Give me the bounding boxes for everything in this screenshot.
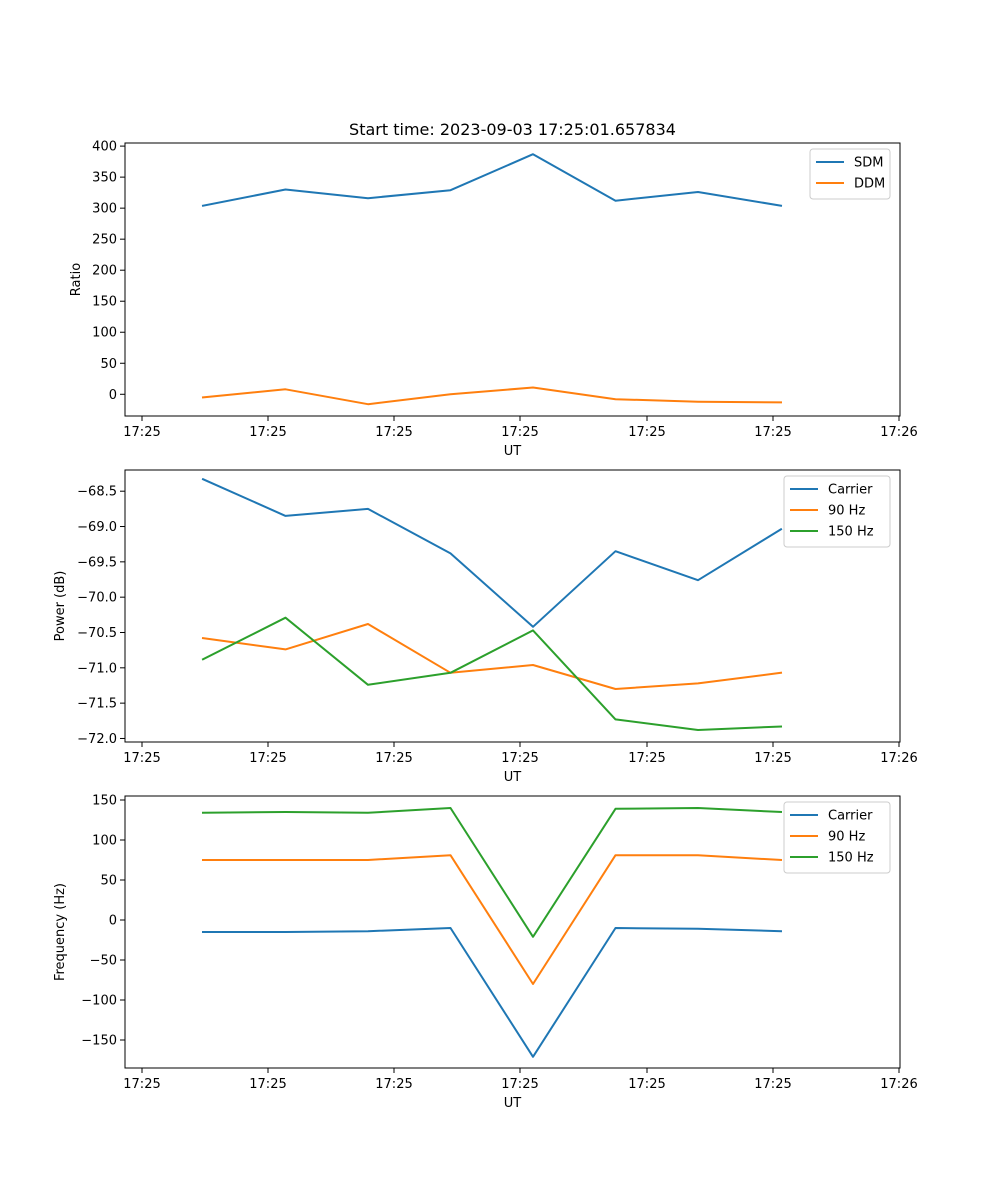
x-tick-label: 17:25 bbox=[501, 1077, 538, 1092]
legend: Carrier 90 Hz 150 Hz bbox=[783, 801, 891, 874]
y-tick-label: −150 bbox=[81, 1034, 117, 1049]
series-line-90-hz bbox=[201, 623, 783, 690]
legend-entry: 90 Hz bbox=[828, 830, 865, 845]
x-axis-label: UT bbox=[504, 770, 522, 785]
y-tick-label: 100 bbox=[92, 834, 117, 849]
x-tick-label: 17:25 bbox=[375, 751, 412, 766]
y-tick-label: 400 bbox=[92, 140, 117, 155]
y-tick-label: 100 bbox=[92, 326, 117, 341]
y-tick-label: −50 bbox=[90, 954, 117, 969]
y-tick-label: −72.0 bbox=[77, 732, 117, 747]
y-tick-label: 350 bbox=[92, 171, 117, 186]
x-tick-label: 17:25 bbox=[754, 1077, 791, 1092]
x-tick-label: 17:26 bbox=[880, 751, 917, 766]
y-tick-label: −69.0 bbox=[77, 520, 117, 535]
legend: Carrier 90 Hz 150 Hz bbox=[783, 475, 891, 548]
series-line-sdm bbox=[201, 153, 783, 207]
legend-entry: 150 Hz bbox=[828, 525, 874, 540]
x-tick-label: 17:25 bbox=[375, 425, 412, 440]
x-tick-label: 17:25 bbox=[628, 425, 665, 440]
legend-entry: 150 Hz bbox=[828, 851, 874, 866]
x-tick-label: 17:25 bbox=[123, 1077, 160, 1092]
chart-panel-2: −72.0 −71.5 −71.0 −70.5 −70.0 −69.5 −69.0 −68.5… bbox=[53, 469, 918, 785]
series-line-150-hz bbox=[201, 616, 783, 731]
legend-box bbox=[783, 801, 891, 874]
y-tick-label: −68.5 bbox=[77, 485, 117, 500]
series-line-carrier bbox=[202, 927, 783, 1058]
legend: SDM DDM bbox=[809, 148, 891, 200]
y-tick-label: −69.5 bbox=[77, 555, 117, 570]
x-tick-label: 17:25 bbox=[249, 425, 286, 440]
legend-entry: DDM bbox=[854, 177, 885, 192]
y-tick-label: −70.5 bbox=[77, 626, 117, 641]
y-tick-label: −71.0 bbox=[77, 661, 117, 676]
chart-panel-1: Start time: 2023-09-03 17:25:01.657834 0 5… bbox=[69, 120, 918, 459]
axes-frame bbox=[124, 795, 901, 1069]
legend-entry: Carrier bbox=[828, 809, 873, 824]
x-tick-label: 17:25 bbox=[754, 425, 791, 440]
legend-entry: Carrier bbox=[828, 483, 873, 498]
x-tick-label: 17:25 bbox=[501, 751, 538, 766]
chart-title: Start time: 2023-09-03 17:25:01.657834 bbox=[349, 120, 676, 139]
y-tick-label: 200 bbox=[92, 264, 117, 279]
y-tick-label: −70.0 bbox=[77, 591, 117, 606]
series-line-carrier bbox=[201, 477, 783, 628]
y-tick-label: 50 bbox=[100, 357, 117, 372]
axes-frame bbox=[124, 469, 901, 743]
x-tick-label: 17:25 bbox=[501, 425, 538, 440]
x-tick-label: 17:25 bbox=[375, 1077, 412, 1092]
y-axis-label: Power (dB) bbox=[53, 571, 68, 642]
y-tick-label: 50 bbox=[100, 874, 117, 889]
x-tick-label: 17:25 bbox=[628, 751, 665, 766]
y-tick-label: 250 bbox=[92, 233, 117, 248]
x-tick-label: 17:26 bbox=[880, 1077, 917, 1092]
y-tick-label: 0 bbox=[109, 914, 117, 929]
legend-box bbox=[783, 475, 891, 548]
y-axis-label: Frequency (Hz) bbox=[53, 883, 68, 981]
legend-entry: 90 Hz bbox=[828, 504, 865, 519]
y-axis-label: Ratio bbox=[69, 263, 84, 296]
x-axis-label: UT bbox=[504, 444, 522, 459]
y-tick-label: 150 bbox=[92, 295, 117, 310]
y-tick-label: 0 bbox=[109, 388, 117, 403]
x-tick-label: 17:25 bbox=[249, 751, 286, 766]
x-tick-label: 17:25 bbox=[123, 425, 160, 440]
x-axis-label: UT bbox=[504, 1096, 522, 1111]
x-tick-label: 17:26 bbox=[880, 425, 917, 440]
x-tick-label: 17:25 bbox=[628, 1077, 665, 1092]
x-tick-label: 17:25 bbox=[249, 1077, 286, 1092]
chart-panel-3: −150 −100 −50 0 50 100 150 17:25 17:25 17:25 17:25… bbox=[53, 794, 918, 1112]
y-tick-label: −100 bbox=[81, 994, 117, 1009]
y-tick-label: 150 bbox=[92, 794, 117, 809]
series-line-150-hz bbox=[201, 807, 783, 938]
x-tick-label: 17:25 bbox=[123, 751, 160, 766]
series-line-90-hz bbox=[202, 854, 783, 985]
series-line-ddm bbox=[201, 386, 783, 406]
y-tick-label: −71.5 bbox=[77, 697, 117, 712]
x-tick-label: 17:25 bbox=[754, 751, 791, 766]
axes-frame bbox=[124, 142, 901, 417]
legend-entry: SDM bbox=[854, 156, 883, 171]
y-tick-label: 300 bbox=[92, 202, 117, 217]
